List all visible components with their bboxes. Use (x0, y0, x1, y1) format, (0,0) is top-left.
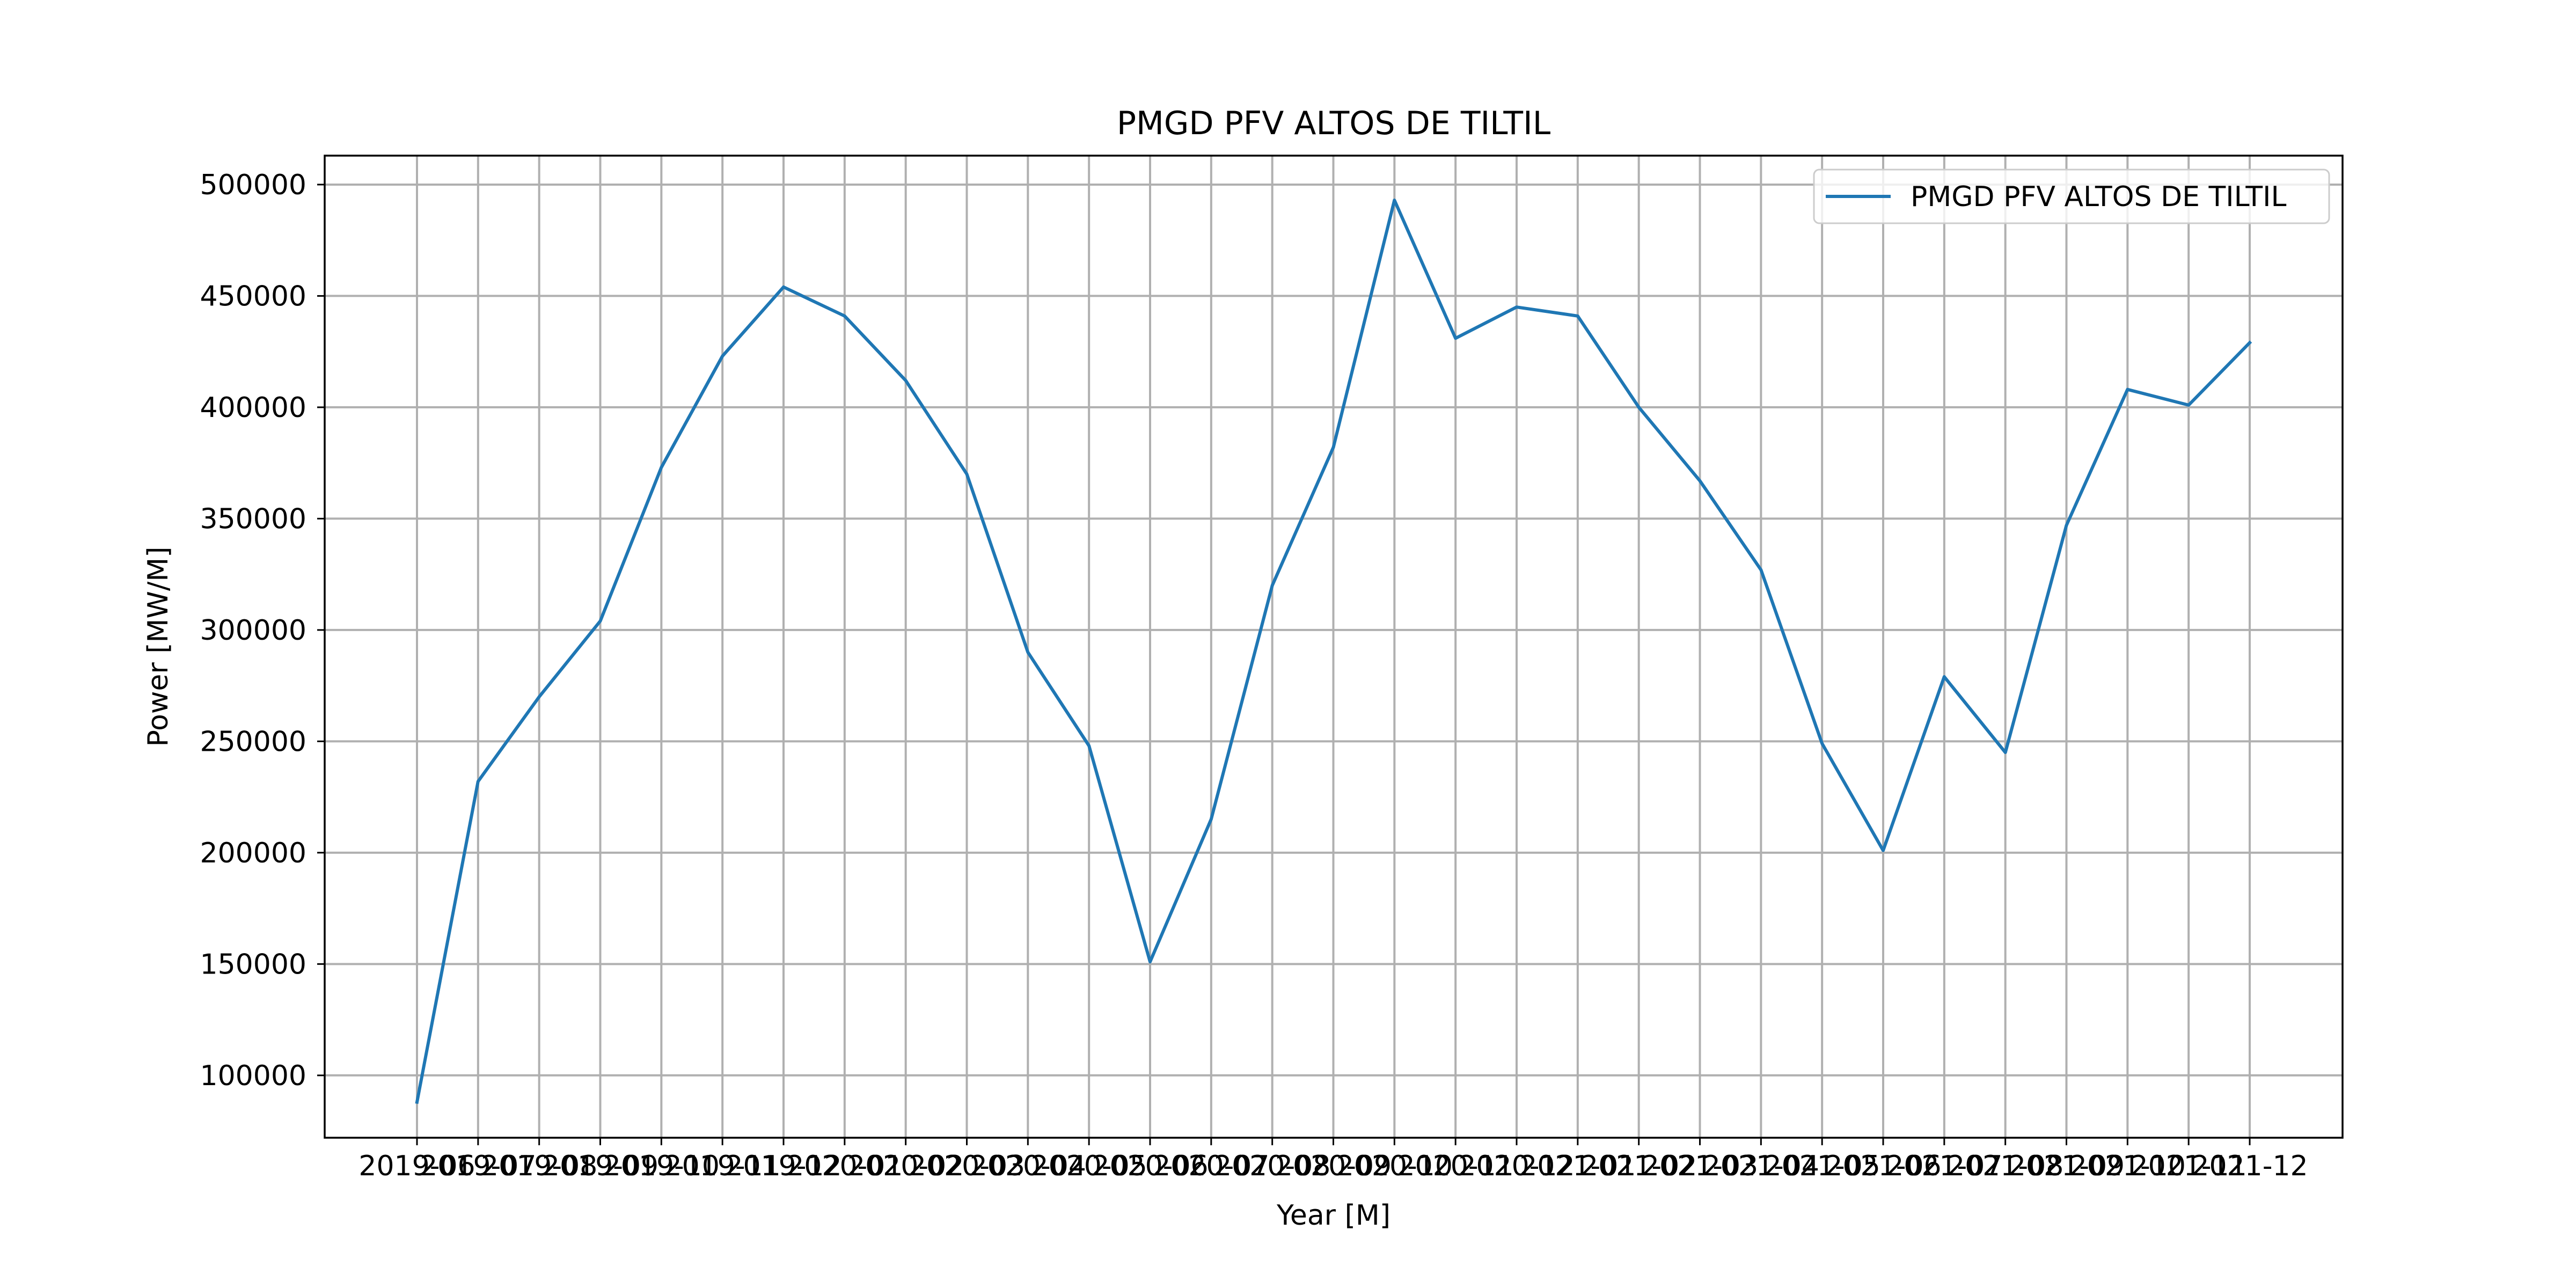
y-tick-label: 300000 (200, 614, 306, 647)
x-tick-label: 2020-09 (1275, 1150, 1392, 1182)
x-tick-label: 2020-10 (1336, 1150, 1453, 1182)
series-layer (415, 199, 2252, 1104)
x-tick-label: 2021-12 (2191, 1150, 2308, 1182)
x-tick-label: 2020-08 (1214, 1150, 1330, 1182)
x-axis-label: Year [M] (1276, 1199, 1391, 1232)
x-tick-label: 2019-09 (542, 1150, 658, 1182)
x-tick-label: 2021-05 (1764, 1150, 1880, 1182)
x-tick-label: 2019-07 (420, 1150, 536, 1182)
x-tick-label: 2019-08 (481, 1150, 597, 1182)
y-tick-label: 350000 (200, 503, 306, 535)
x-tick-label: 2021-02 (1580, 1150, 1697, 1182)
x-tick-label: 2021-09 (2008, 1150, 2125, 1182)
y-tick-label: 450000 (200, 280, 306, 312)
x-axis-ticks: 2019-062019-072019-082019-092019-102019-… (358, 1138, 2308, 1182)
y-tick-label: 150000 (200, 948, 306, 980)
x-tick-label: 2020-01 (786, 1150, 903, 1182)
y-tick-label: 100000 (200, 1060, 306, 1092)
x-tick-label: 2019-10 (603, 1150, 720, 1182)
y-tick-label: 200000 (200, 837, 306, 869)
y-tick-label: 250000 (200, 726, 306, 758)
x-tick-label: 2021-11 (2131, 1150, 2247, 1182)
x-tick-label: 2020-02 (847, 1150, 964, 1182)
x-tick-label: 2021-06 (1825, 1150, 1941, 1182)
grid (325, 156, 2343, 1138)
x-tick-label: 2020-06 (1092, 1150, 1208, 1182)
y-tick-label: 400000 (200, 392, 306, 424)
series-line (415, 199, 2252, 1104)
chart-title: PMGD PFV ALTOS DE TILTIL (1117, 105, 1551, 142)
x-tick-label: 2020-07 (1153, 1150, 1269, 1182)
x-tick-label: 2019-06 (358, 1150, 475, 1182)
x-tick-label: 2020-12 (1458, 1150, 1575, 1182)
x-tick-label: 2021-03 (1642, 1150, 1758, 1182)
legend: PMGD PFV ALTOS DE TILTIL (1813, 169, 2330, 224)
legend-label: PMGD PFV ALTOS DE TILTIL (1911, 181, 2287, 213)
x-tick-label: 2020-11 (1397, 1150, 1514, 1182)
x-tick-label: 2020-05 (1031, 1150, 1147, 1182)
legend-frame (1813, 169, 2330, 224)
x-tick-label: 2021-04 (1703, 1150, 1819, 1182)
x-tick-label: 2020-04 (970, 1150, 1086, 1182)
x-tick-label: 2021-10 (2069, 1150, 2186, 1182)
x-tick-label: 2020-03 (909, 1150, 1025, 1182)
y-axis-label: Power [MW/M] (142, 547, 174, 747)
y-axis-ticks: 100000 150000 200000 250000 300000 350000 4000… (200, 169, 325, 1092)
x-tick-label: 2021-07 (1886, 1150, 2002, 1182)
x-tick-label: 2021-01 (1519, 1150, 1636, 1182)
x-tick-label: 2019-12 (725, 1150, 841, 1182)
x-tick-label: 2021-08 (1947, 1150, 2063, 1182)
x-tick-label: 2019-11 (664, 1150, 781, 1182)
y-tick-label: 500000 (200, 169, 306, 201)
